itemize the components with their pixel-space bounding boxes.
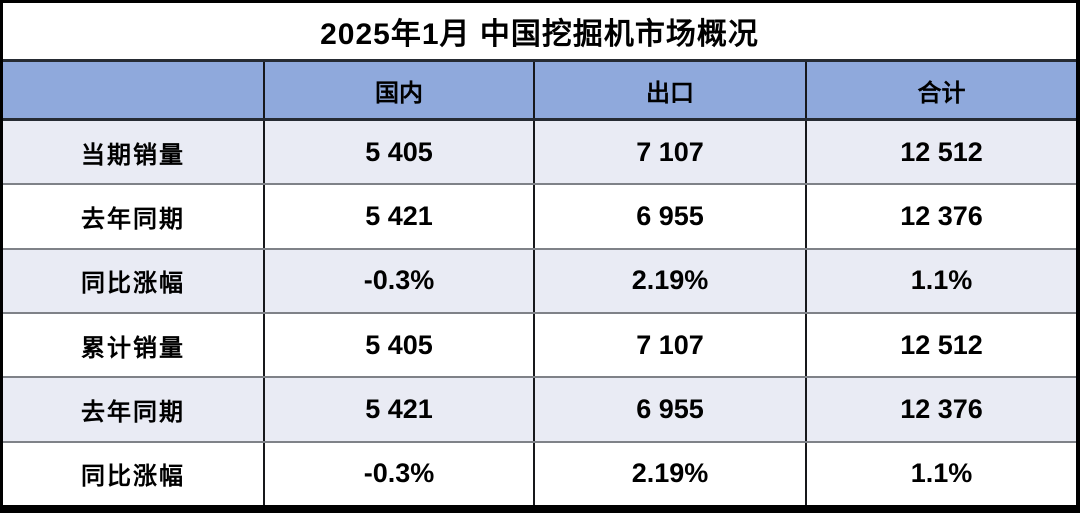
row-label: 同比涨幅 [3,442,265,505]
cell-export: 7 107 [535,121,807,184]
cell-domestic: 5 405 [265,121,535,184]
cell-export: 6 955 [535,185,807,248]
table-header-row: 国内 出口 合计 [3,62,1076,121]
row-label: 当期销量 [3,121,265,184]
table-title-row: 2025年1月 中国挖掘机市场概况 [3,3,1076,62]
row-label: 去年同期 [3,185,265,248]
cell-domestic: -0.3% [265,442,535,505]
table-row-last-year-same-period: 去年同期 5 421 6 955 12 376 [3,185,1076,250]
table-row-yoy-change: 同比涨幅 -0.3% 2.19% 1.1% [3,249,1076,314]
cell-total: 12 512 [900,136,983,167]
cell-export: 7 107 [535,313,807,377]
row-label: 累计销量 [3,313,265,377]
cell-export: 2.19% [535,249,807,312]
column-header-total: 合计 [917,79,966,107]
cell-total: 12 376 [900,393,983,424]
cell-total: 1.1% [910,458,973,489]
column-header-export: 出口 [535,62,807,118]
cell-domestic: 5 405 [265,313,535,377]
table-row-yoy-change-cumulative: 同比涨幅 -0.3% 2.19% 1.1% [3,442,1076,505]
cell-domestic: 5 421 [265,378,535,441]
cell-total: 12 376 [900,200,983,231]
cell-export: 2.19% [535,442,807,505]
table-row-cumulative-sales: 累计销量 5 405 7 107 12 512 [3,313,1076,379]
column-header-blank [3,62,265,118]
cell-total: 1.1% [910,265,973,296]
row-label: 同比涨幅 [3,249,265,312]
excavator-market-table: 2025年1月 中国挖掘机市场概况 国内 出口 合计 当期销量 5 405 7 … [3,3,1076,505]
cell-export: 6 955 [535,378,807,441]
table-row-last-year-same-period-cumulative: 去年同期 5 421 6 955 12 376 [3,378,1076,443]
table-row-current-sales: 当期销量 5 405 7 107 12 512 [3,121,1076,186]
column-header-domestic: 国内 [265,62,535,118]
cell-total: 12 512 [900,329,983,360]
cell-domestic: -0.3% [265,249,535,312]
table-title: 2025年1月 中国挖掘机市场概况 [320,18,759,51]
cell-domestic: 5 421 [265,185,535,248]
row-label: 去年同期 [3,378,265,441]
